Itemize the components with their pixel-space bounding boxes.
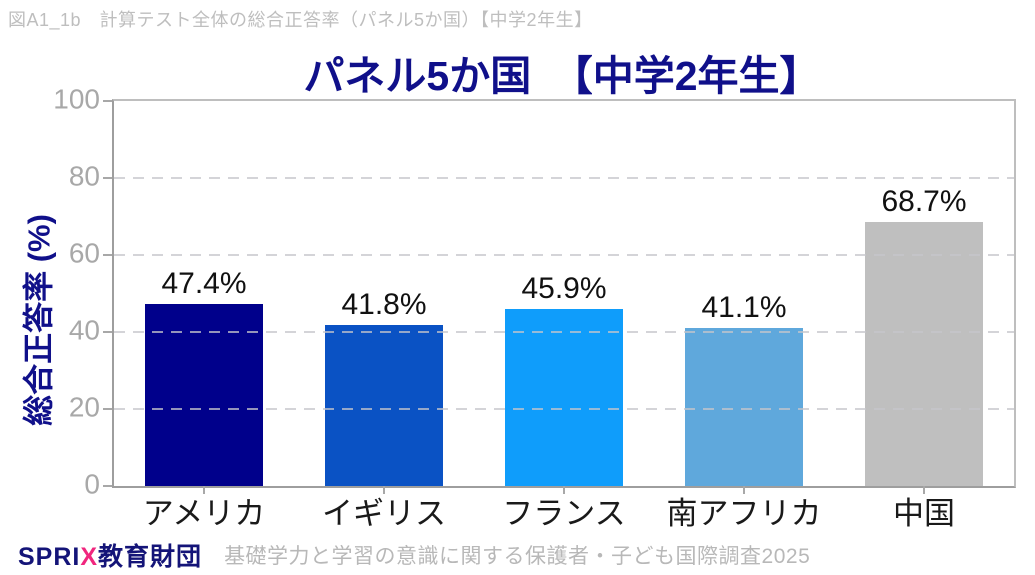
- logo-text-spri: SPRI: [18, 543, 81, 571]
- x-category-label-イギリス: イギリス: [322, 496, 446, 531]
- bar-アメリカ: [145, 303, 263, 486]
- x-tick-アメリカ: [203, 486, 205, 494]
- x-tick-イギリス: [383, 486, 385, 494]
- y-tick-100: [103, 100, 112, 102]
- bar-イギリス: [325, 325, 443, 486]
- y-tick-label-80: 80: [68, 160, 100, 192]
- x-category-label-中国: 中国: [893, 496, 955, 531]
- figure-caption: 図A1_1b 計算テスト全体の総合正答率（パネル5か国）【中学2年生】: [8, 10, 593, 30]
- y-tick-40: [103, 331, 112, 333]
- bar-中国: [865, 221, 983, 486]
- x-tick-中国: [923, 486, 925, 494]
- x-category-label-アメリカ: アメリカ: [142, 496, 266, 531]
- bar-value-label-イギリス: 41.8%: [341, 288, 427, 322]
- bar-value-label-フランス: 45.9%: [521, 272, 607, 306]
- sprix-foundation-logo: SPRIX教育財団: [18, 537, 202, 573]
- bar-value-label-アメリカ: 47.4%: [161, 266, 247, 300]
- bar-value-label-中国: 68.7%: [881, 184, 967, 218]
- bar-フランス: [505, 309, 623, 486]
- x-tick-フランス: [563, 486, 565, 494]
- y-tick-label-40: 40: [68, 314, 100, 346]
- bar-value-label-南アフリカ: 41.1%: [701, 290, 787, 324]
- footer: SPRIX教育財団 基礎学力と学習の意識に関する保護者・子ども国際調査2025: [18, 537, 1018, 573]
- x-category-label-南アフリカ: 南アフリカ: [666, 496, 822, 531]
- logo-x-mark: X: [80, 543, 99, 571]
- gridline-40: [114, 331, 1014, 333]
- bar-南アフリカ: [685, 327, 803, 486]
- y-tick-label-0: 0: [84, 468, 100, 500]
- gridline-60: [114, 254, 1014, 256]
- x-tick-南アフリカ: [743, 486, 745, 494]
- plot-area: 0 20 40 60 80 100 47.4% アメリカ 41.8% イギリス 45.9% フランス 4…: [53, 83, 1016, 531]
- y-tick-80: [103, 177, 112, 179]
- y-tick-20: [103, 408, 112, 410]
- gridline-80: [114, 177, 1014, 179]
- y-tick-0: [103, 485, 112, 487]
- y-tick-label-100: 100: [53, 83, 100, 115]
- logo-text-org: 教育財団: [98, 543, 203, 571]
- y-tick-label-60: 60: [68, 237, 100, 269]
- y-tick-label-20: 20: [68, 391, 100, 423]
- gridline-20: [114, 408, 1014, 410]
- survey-source-text: 基礎学力と学習の意識に関する保護者・子ども国際調査2025: [224, 545, 811, 568]
- chart-title: パネル5か国 【中学2年生】: [303, 53, 821, 99]
- y-tick-60: [103, 254, 112, 256]
- x-category-label-フランス: フランス: [502, 496, 626, 531]
